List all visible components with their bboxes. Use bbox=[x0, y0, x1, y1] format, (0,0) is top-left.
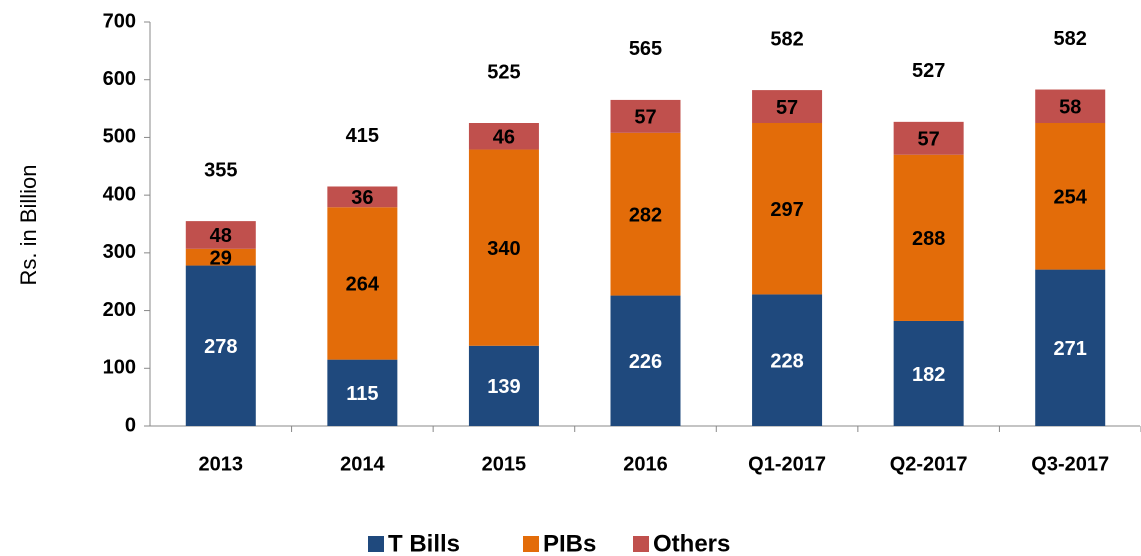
data-label: 264 bbox=[346, 274, 380, 296]
legend-label: PIBs bbox=[543, 530, 596, 556]
bar-segment bbox=[610, 295, 681, 426]
bar-segment bbox=[893, 121, 964, 155]
legend-swatch bbox=[523, 536, 539, 552]
legend-swatch bbox=[633, 536, 649, 552]
data-label: 139 bbox=[487, 376, 520, 398]
y-tick-label: 700 bbox=[103, 10, 136, 32]
bar-segment bbox=[185, 248, 256, 266]
data-label: 226 bbox=[629, 351, 662, 373]
data-label: 57 bbox=[634, 107, 656, 129]
total-label: 582 bbox=[770, 28, 803, 50]
data-label: 340 bbox=[487, 238, 520, 260]
total-label: 527 bbox=[912, 60, 945, 82]
data-label: 36 bbox=[351, 187, 373, 209]
bar-segment bbox=[327, 186, 398, 208]
bar-segment bbox=[893, 320, 964, 426]
data-label: 57 bbox=[776, 97, 798, 119]
x-tick-label: Q2-2017 bbox=[890, 453, 968, 475]
y-tick-label: 300 bbox=[103, 241, 136, 263]
bar-segment bbox=[468, 149, 539, 346]
bar-segment bbox=[468, 345, 539, 426]
x-tick-label: Q1-2017 bbox=[748, 453, 826, 475]
data-label: 48 bbox=[210, 225, 232, 247]
data-label: 46 bbox=[493, 127, 515, 149]
legend-label: Others bbox=[653, 530, 730, 556]
data-label: 58 bbox=[1059, 97, 1081, 119]
x-tick-label: Q3-2017 bbox=[1031, 453, 1109, 475]
bar-segment bbox=[1035, 269, 1106, 426]
y-tick-label: 500 bbox=[103, 126, 136, 148]
legend-label: T Bills bbox=[388, 530, 460, 556]
bar-segment bbox=[1035, 89, 1106, 123]
bar-segment bbox=[468, 123, 539, 150]
data-label: 228 bbox=[770, 350, 803, 372]
x-tick-label: 2015 bbox=[482, 453, 527, 475]
bar-segment bbox=[752, 123, 823, 295]
bar-segment bbox=[610, 99, 681, 133]
y-axis-title: Rs. in Billion bbox=[16, 164, 41, 285]
total-label: 415 bbox=[346, 125, 379, 147]
y-tick-label: 0 bbox=[125, 414, 136, 436]
y-tick-label: 100 bbox=[103, 357, 136, 379]
bar-segment bbox=[752, 294, 823, 426]
bar-segment bbox=[752, 90, 823, 123]
legend-swatch bbox=[368, 536, 384, 552]
y-tick-label: 200 bbox=[103, 299, 136, 321]
data-label: 29 bbox=[210, 247, 232, 269]
bar-segment bbox=[610, 132, 681, 296]
bar-segment bbox=[327, 359, 398, 426]
total-label: 582 bbox=[1054, 28, 1087, 50]
data-label: 297 bbox=[770, 199, 803, 221]
data-label: 57 bbox=[918, 129, 940, 151]
data-label: 278 bbox=[204, 336, 237, 358]
x-tick-label: 2013 bbox=[199, 453, 244, 475]
data-label: 254 bbox=[1054, 187, 1088, 209]
bar-segment bbox=[893, 154, 964, 321]
x-tick-label: 2016 bbox=[623, 453, 668, 475]
bar-segment bbox=[185, 265, 256, 426]
y-tick-label: 400 bbox=[103, 183, 136, 205]
total-label: 525 bbox=[487, 61, 520, 83]
total-label: 355 bbox=[204, 159, 237, 181]
data-label: 115 bbox=[346, 383, 378, 405]
data-label: 271 bbox=[1054, 338, 1087, 360]
bar-segment bbox=[1035, 123, 1106, 270]
y-tick-label: 600 bbox=[103, 68, 136, 90]
bar-segment bbox=[327, 207, 398, 360]
data-label: 288 bbox=[912, 228, 945, 250]
x-tick-label: 2014 bbox=[340, 453, 385, 475]
data-label: 282 bbox=[629, 204, 662, 226]
bar-segment bbox=[185, 221, 256, 249]
data-label: 182 bbox=[912, 364, 945, 386]
total-label: 565 bbox=[629, 38, 662, 60]
